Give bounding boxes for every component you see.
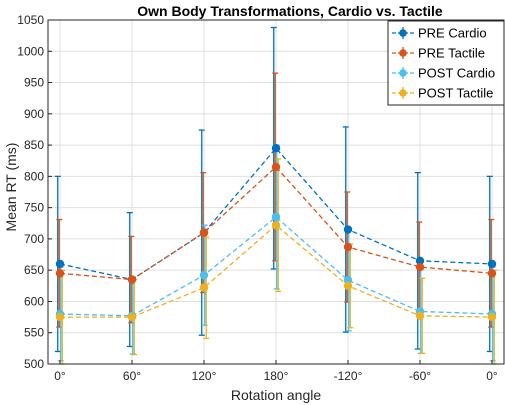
- x-tick-label: 60°: [123, 369, 141, 383]
- x-tick-label: 0°: [486, 369, 498, 383]
- y-axis-label: Mean RT (ms): [3, 143, 19, 232]
- data-point: [487, 269, 497, 278]
- y-tick-label: 750: [24, 201, 44, 215]
- legend-label: PRE Cardio: [418, 26, 487, 41]
- data-point: [127, 312, 137, 322]
- data-point: [343, 281, 353, 291]
- data-point: [271, 144, 281, 153]
- axis-ticks: 500 550 600 650 700 750 800 850 900 950 1000 1050 0°…: [17, 13, 498, 383]
- data-point: [343, 225, 353, 234]
- y-tick-label: 800: [24, 169, 44, 183]
- legend: PRE Cardio PRE Tactile POST Cardio POST Tac…: [387, 20, 505, 106]
- y-tick-label: 850: [24, 138, 44, 152]
- data-point: [415, 262, 425, 272]
- data-point: [487, 259, 497, 269]
- data-point: [55, 269, 65, 278]
- data-point: [199, 283, 209, 292]
- y-tick-label: 900: [24, 107, 44, 121]
- data-point: [415, 256, 425, 265]
- x-tick-label: 120°: [192, 369, 217, 383]
- legend-label: PRE Tactile: [418, 46, 485, 61]
- legend-box: [387, 20, 505, 106]
- legend-label: POST Cardio: [418, 66, 495, 81]
- x-tick-label: -60°: [409, 369, 431, 383]
- data-point: [271, 162, 281, 172]
- y-tick-label: 500: [24, 357, 44, 371]
- legend-marker: [399, 89, 407, 97]
- data-point: [55, 259, 65, 269]
- data-point: [199, 228, 209, 237]
- y-tick-label: 650: [24, 263, 44, 277]
- y-tick-label: 1000: [17, 44, 44, 58]
- legend-marker: [399, 69, 407, 77]
- data-point: [415, 311, 425, 321]
- data-point: [199, 270, 209, 280]
- data-point: [127, 275, 137, 284]
- legend-marker: [399, 49, 407, 57]
- data-point: [487, 312, 497, 322]
- y-tick-label: 1050: [17, 13, 44, 27]
- data-point: [271, 212, 281, 222]
- series-markers: [55, 144, 497, 322]
- legend-label: POST Tactile: [418, 86, 493, 101]
- error-bars: [54, 26, 498, 365]
- data-point: [271, 220, 281, 230]
- data-point: [343, 242, 353, 252]
- y-tick-label: 950: [24, 76, 44, 90]
- data-point: [55, 312, 65, 322]
- x-tick-label: 180°: [264, 369, 289, 383]
- x-tick-label: 0°: [54, 369, 66, 383]
- y-tick-label: 600: [24, 294, 44, 308]
- chart-title: Own Body Transformations, Cardio vs. Tac…: [137, 3, 443, 19]
- x-axis-label: Rotation angle: [231, 387, 322, 403]
- y-tick-label: 700: [24, 232, 44, 246]
- x-tick-label: -120°: [334, 369, 363, 383]
- legend-marker: [399, 29, 407, 37]
- y-tick-label: 550: [24, 326, 44, 340]
